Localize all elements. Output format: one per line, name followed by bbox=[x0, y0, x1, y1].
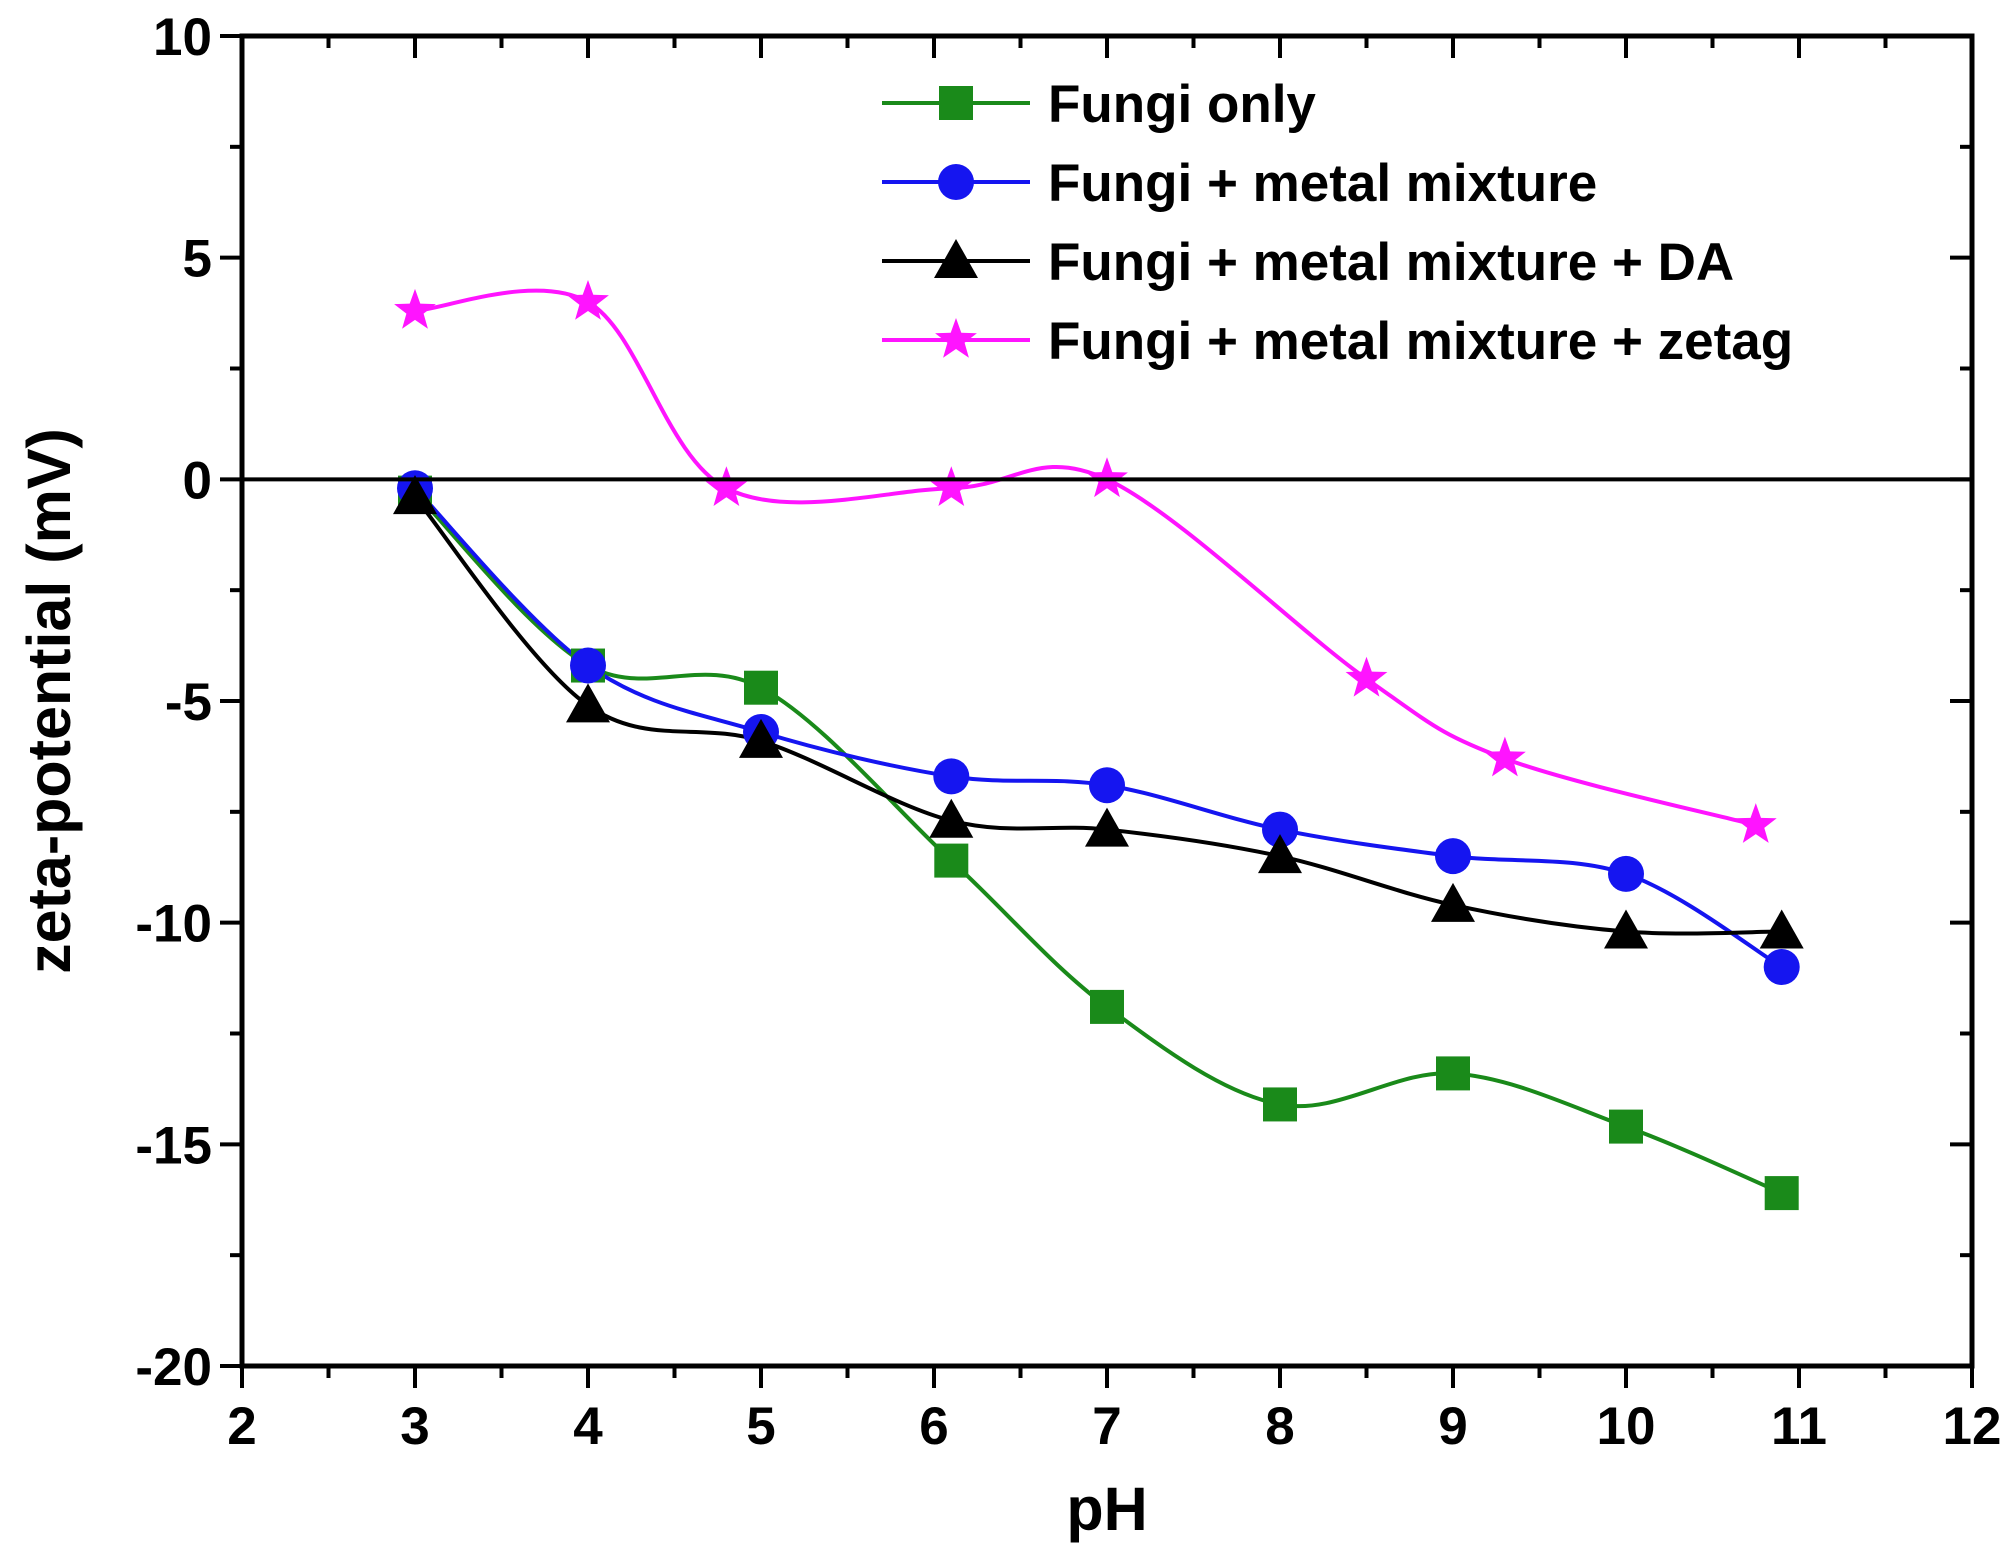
x-tick-label: 6 bbox=[919, 1397, 948, 1456]
legend-marker bbox=[934, 239, 978, 278]
x-tick-labels: 2 3 4 5 6 7 8 9 10 11 12 bbox=[227, 1397, 2001, 1456]
data-point-series-1 bbox=[744, 670, 778, 705]
x-tick-label: 8 bbox=[1265, 1397, 1294, 1456]
x-tick-label: 7 bbox=[1092, 1397, 1121, 1456]
data-point-series-3 bbox=[1759, 909, 1804, 949]
x-tick-label: 2 bbox=[227, 1397, 256, 1456]
legend-label: Fungi + metal mixture + DA bbox=[1048, 233, 1734, 292]
data-point-series-1 bbox=[1263, 1087, 1297, 1122]
data-point-series-1 bbox=[934, 843, 969, 878]
legend-label: Fungi only bbox=[1048, 75, 1316, 134]
data-point-series-4 bbox=[705, 466, 748, 506]
series-curves bbox=[413, 288, 1783, 1195]
x-tick-label: 5 bbox=[746, 1397, 775, 1456]
data-point-series-3 bbox=[929, 798, 974, 838]
x-tick-label: 9 bbox=[1438, 1397, 1467, 1456]
data-point-series-4 bbox=[1734, 803, 1777, 843]
data-point-series-1 bbox=[1436, 1056, 1470, 1091]
legend-label: Fungi + metal mixture bbox=[1048, 154, 1597, 213]
data-point-series-2 bbox=[1763, 949, 1800, 985]
y-tick-label: 10 bbox=[153, 8, 212, 67]
x-tick-label: 12 bbox=[1943, 1397, 2002, 1456]
data-point-series-2 bbox=[1435, 838, 1471, 875]
x-tick-label: 10 bbox=[1597, 1397, 1656, 1456]
series-markers bbox=[393, 280, 1804, 1211]
data-point-series-4 bbox=[567, 280, 609, 320]
y-tick-label: -20 bbox=[135, 1338, 212, 1397]
axis-ticks bbox=[220, 34, 1974, 1388]
legend-marker bbox=[939, 86, 973, 120]
data-point-series-2 bbox=[1608, 855, 1644, 892]
data-point-series-3 bbox=[1085, 807, 1129, 847]
data-point-series-4 bbox=[1484, 736, 1526, 777]
data-point-series-1 bbox=[1609, 1109, 1643, 1144]
x-axis-title: pH bbox=[1066, 1475, 1147, 1543]
data-point-series-2 bbox=[933, 758, 970, 795]
y-tick-label: -5 bbox=[165, 673, 212, 732]
y-tick-labels: -20 -15 -10 -5 0 5 10 bbox=[135, 8, 212, 1397]
data-point-series-3 bbox=[1258, 834, 1302, 874]
x-tick-label: 11 bbox=[1771, 1397, 1827, 1456]
data-point-series-4 bbox=[1345, 656, 1388, 697]
y-tick-label: 0 bbox=[183, 451, 212, 510]
data-point-series-3 bbox=[739, 718, 783, 758]
x-tick-label: 4 bbox=[573, 1397, 603, 1456]
y-tick-label: -10 bbox=[135, 895, 212, 954]
data-point-series-2 bbox=[1262, 811, 1298, 848]
series-line-2 bbox=[413, 486, 1783, 969]
data-point-series-4 bbox=[394, 288, 436, 329]
legend-marker bbox=[938, 164, 974, 200]
data-point-series-4 bbox=[1086, 457, 1128, 498]
data-point-series-3 bbox=[1604, 909, 1648, 949]
data-point-series-3 bbox=[1431, 882, 1475, 922]
legend-label: Fungi + metal mixture + zetag bbox=[1048, 312, 1793, 371]
legend: Fungi only Fungi + metal mixture Fungi + m… bbox=[882, 75, 1793, 371]
legend-marker bbox=[935, 318, 977, 358]
data-point-series-3 bbox=[393, 475, 437, 515]
series-line-1 bbox=[413, 491, 1783, 1195]
data-point-series-2 bbox=[1089, 767, 1125, 804]
y-axis-title: zeta-potential (mV) bbox=[15, 428, 83, 974]
data-point-series-1 bbox=[1090, 989, 1124, 1024]
series-line-3 bbox=[413, 495, 1782, 936]
y-tick-label: -15 bbox=[135, 1116, 212, 1175]
data-point-series-3 bbox=[566, 683, 610, 723]
data-point-series-2 bbox=[570, 647, 606, 684]
x-tick-label: 3 bbox=[400, 1397, 429, 1456]
data-point-series-1 bbox=[1764, 1176, 1799, 1211]
data-point-series-4 bbox=[930, 466, 973, 506]
y-tick-label: 5 bbox=[183, 230, 212, 289]
